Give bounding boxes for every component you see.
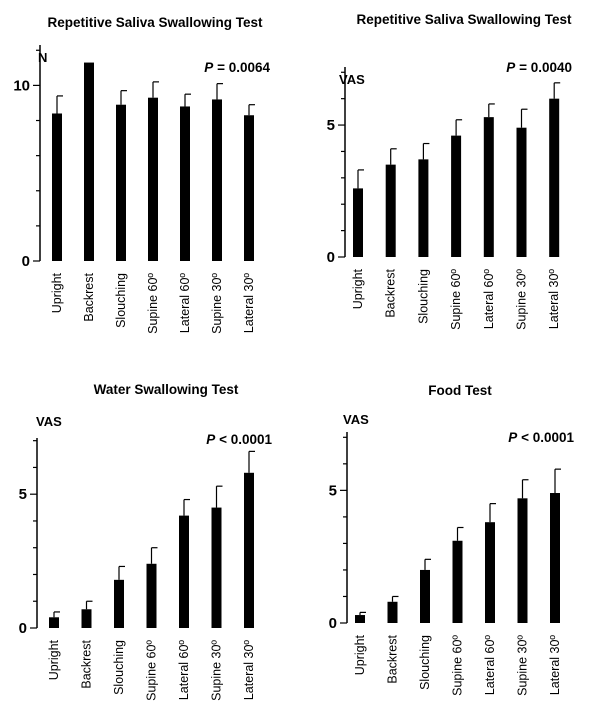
chart-title: Repetitive Saliva Swallowing Test [356, 12, 572, 27]
bar [355, 615, 365, 623]
x-category-label: Supine 60º [146, 273, 160, 334]
bar [84, 62, 94, 261]
x-category-label: Slouching [418, 635, 432, 690]
y-tick-label: 5 [327, 117, 335, 134]
x-category-label: Supine 30º [515, 269, 529, 330]
x-category-label: Supine 30º [210, 273, 224, 334]
x-category-label: Lateral 30º [242, 273, 256, 334]
bar [211, 507, 222, 628]
x-category-label: Lateral 60º [177, 640, 191, 701]
y-tick-label: 0 [19, 620, 27, 637]
bar [116, 104, 126, 262]
x-category-label: Backrest [386, 634, 400, 683]
bar [244, 115, 254, 262]
chart-title: Water Swallowing Test [94, 382, 239, 397]
x-category-label: Slouching [416, 269, 430, 324]
x-category-label: Supine 60º [145, 640, 159, 701]
p-value-label: P = 0.0064 [204, 60, 270, 75]
x-category-label: Lateral 60º [482, 269, 496, 330]
bar [385, 164, 396, 257]
bar [353, 188, 363, 257]
chart-panel-water-swallowing: Water Swallowing Test VAS P < 0.0001 0 5 U… [19, 382, 273, 701]
x-category-label: Slouching [114, 273, 128, 328]
x-category-label: Lateral 60º [483, 635, 497, 696]
bar [418, 159, 429, 257]
bar [81, 609, 92, 628]
bar [517, 498, 528, 623]
y-tick-label: 5 [19, 486, 27, 503]
y-axis-label: VAS [339, 72, 365, 87]
bar [387, 601, 398, 623]
y-tick-label: 0 [327, 249, 335, 266]
bar [52, 113, 62, 261]
bar [212, 99, 222, 261]
y-axis-label: VAS [343, 412, 369, 427]
y-tick-label: 0 [329, 615, 337, 632]
x-category-label: Supine 30º [516, 635, 530, 696]
bar [550, 493, 560, 623]
bar [451, 135, 462, 257]
chart-panel-rsst-vas: Repetitive Saliva Swallowing Test VAS P … [327, 12, 572, 330]
chart-title: Food Test [428, 383, 492, 398]
p-value-label: P < 0.0001 [508, 430, 574, 445]
y-axis-label: N [38, 50, 47, 65]
x-category-label: Slouching [112, 640, 126, 695]
x-category-label: Supine 30º [210, 640, 224, 701]
bar [114, 579, 124, 628]
bar [146, 563, 157, 628]
chart-panel-food-test: Food Test VAS P < 0.0001 0 5 Upright Backre… [329, 383, 575, 696]
x-category-label: Supine 60º [451, 635, 465, 696]
x-category-label: Backrest [82, 272, 96, 321]
chart-title: Repetitive Saliva Swallowing Test [47, 15, 263, 30]
bar [179, 515, 189, 628]
x-category-label: Upright [50, 272, 64, 313]
chart-panel-rsst-count: Repetitive Saliva Swallowing Test N P = … [13, 15, 270, 334]
bar [180, 106, 190, 262]
x-category-label: Upright [351, 268, 365, 309]
x-category-label: Lateral 30º [242, 640, 256, 701]
y-tick-label: 5 [329, 482, 337, 499]
bar [148, 97, 158, 262]
bar [483, 117, 494, 257]
bar [485, 522, 495, 623]
bar [420, 569, 430, 623]
x-category-label: Supine 60º [449, 269, 463, 330]
p-value-label: P = 0.0040 [506, 60, 572, 75]
x-category-label: Backrest [384, 268, 398, 317]
y-axis-label: VAS [36, 414, 62, 429]
bar [244, 472, 254, 628]
bar [549, 98, 560, 258]
p-value-label: P < 0.0001 [206, 432, 272, 447]
x-category-label: Lateral 60º [178, 273, 192, 334]
x-category-label: Lateral 30º [548, 635, 562, 696]
x-category-label: Lateral 30º [547, 269, 561, 330]
y-tick-label: 0 [22, 253, 30, 270]
bar [452, 540, 463, 623]
bar [49, 617, 59, 628]
x-category-label: Upright [47, 639, 61, 680]
y-tick-label: 10 [13, 77, 30, 94]
x-category-label: Upright [353, 634, 367, 675]
bar [516, 127, 527, 257]
x-category-label: Backrest [80, 639, 94, 688]
